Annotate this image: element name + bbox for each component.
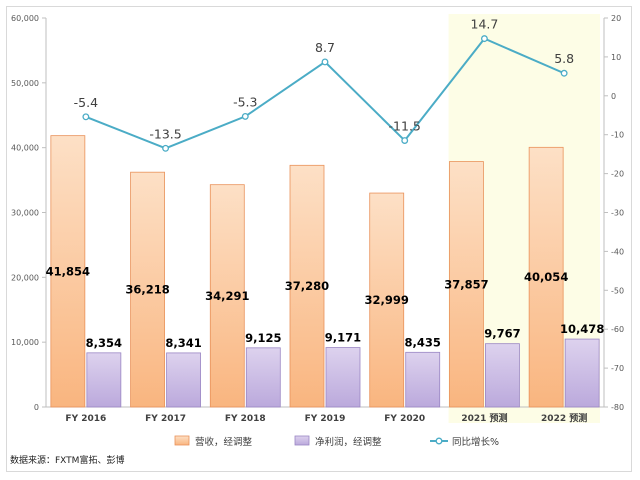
net-profit-bar — [325, 347, 361, 408]
growth-data-label: 5.8 — [554, 51, 574, 66]
revenue-bar — [528, 146, 564, 408]
growth-point — [162, 144, 170, 152]
net-profit-data-label: 10,478 — [560, 322, 604, 336]
y-left-tick-label: 30,000 — [11, 209, 39, 218]
growth-data-label: -5.3 — [233, 94, 257, 109]
revenue-data-label: 34,291 — [205, 289, 249, 303]
y-right-tick-label: -80 — [611, 403, 624, 412]
net-profit-data-label: 8,354 — [86, 336, 122, 350]
net-profit-data-label: 9,767 — [484, 327, 520, 341]
y-right-tick-label: -10 — [611, 131, 624, 140]
x-tick-label: FY 2020 — [384, 414, 425, 424]
growth-point — [82, 113, 90, 121]
y-right-tick-label: -20 — [611, 170, 624, 179]
revenue-bar — [449, 161, 484, 408]
x-tick-label: FY 2016 — [65, 414, 106, 424]
legend-swatch — [294, 435, 310, 446]
y-left-tick-label: 20,000 — [11, 273, 39, 282]
y-right-tick-label: -70 — [611, 364, 624, 373]
growth-data-label: -11.5 — [389, 119, 421, 134]
growth-data-label: -13.5 — [149, 126, 181, 141]
y-right-tick-label: 0 — [611, 92, 616, 101]
x-tick-label: FY 2017 — [145, 414, 186, 424]
legend-swatch-marker — [435, 437, 443, 445]
net-profit-data-label: 9,125 — [245, 331, 281, 345]
legend-label: 营收，经调整 — [195, 436, 253, 448]
x-tick-label: FY 2018 — [225, 414, 266, 424]
y-left-tick-label: 40,000 — [11, 144, 39, 153]
revenue-bar — [289, 164, 325, 408]
y-left-tick-label: 0 — [34, 403, 39, 412]
y-left-tick-label: 10,000 — [11, 338, 39, 347]
net-profit-data-label: 8,341 — [165, 336, 201, 350]
legend-label: 同比增长% — [452, 436, 499, 448]
y-right-tick-label: -30 — [611, 209, 624, 218]
y-right-tick-label: -50 — [611, 286, 624, 295]
y-right-tick-label: -60 — [611, 325, 624, 334]
revenue-bar — [209, 184, 245, 408]
y-right-tick-label: -40 — [611, 247, 624, 256]
revenue-data-label: 40,054 — [524, 270, 568, 284]
net-profit-bar — [245, 347, 281, 408]
revenue-bar — [130, 171, 165, 408]
net-profit-bar — [405, 351, 441, 408]
legend-label: 净利润，经调整 — [315, 436, 382, 448]
growth-data-label: -5.4 — [74, 95, 98, 110]
y-right-tick-label: 10 — [611, 53, 621, 62]
y-left-tick-label: 60,000 — [11, 14, 39, 23]
revenue-bar — [50, 135, 86, 408]
x-tick-label: 2021 预测 — [461, 412, 507, 424]
net-profit-data-label: 9,171 — [325, 331, 361, 345]
revenue-data-label: 37,280 — [285, 279, 329, 293]
x-tick-label: FY 2019 — [305, 414, 346, 424]
growth-point — [321, 58, 329, 66]
revenue-data-label: 36,218 — [125, 283, 169, 297]
net-profit-bar — [564, 338, 600, 408]
legend-swatch — [174, 435, 190, 446]
x-tick-label: 2022 预测 — [541, 412, 587, 424]
revenue-data-label: 37,857 — [444, 277, 488, 291]
y-right-tick-label: 20 — [611, 14, 621, 23]
net-profit-data-label: 8,435 — [405, 335, 441, 349]
net-profit-bar — [166, 352, 201, 408]
growth-data-label: 8.7 — [315, 40, 335, 55]
growth-point — [480, 35, 488, 43]
net-profit-bar — [485, 343, 520, 408]
net-profit-bar — [86, 352, 122, 408]
growth-point — [560, 69, 568, 77]
growth-data-label: 14.7 — [471, 17, 499, 32]
revenue-data-label: 41,854 — [46, 264, 90, 278]
source-note: 数据来源：FXTM富拓、彭博 — [10, 456, 125, 466]
revenue-bar — [369, 192, 405, 408]
y-left-tick-label: 50,000 — [11, 79, 39, 88]
growth-point — [401, 137, 409, 144]
growth-point — [241, 112, 249, 120]
revenue-data-label: 32,999 — [365, 293, 409, 307]
